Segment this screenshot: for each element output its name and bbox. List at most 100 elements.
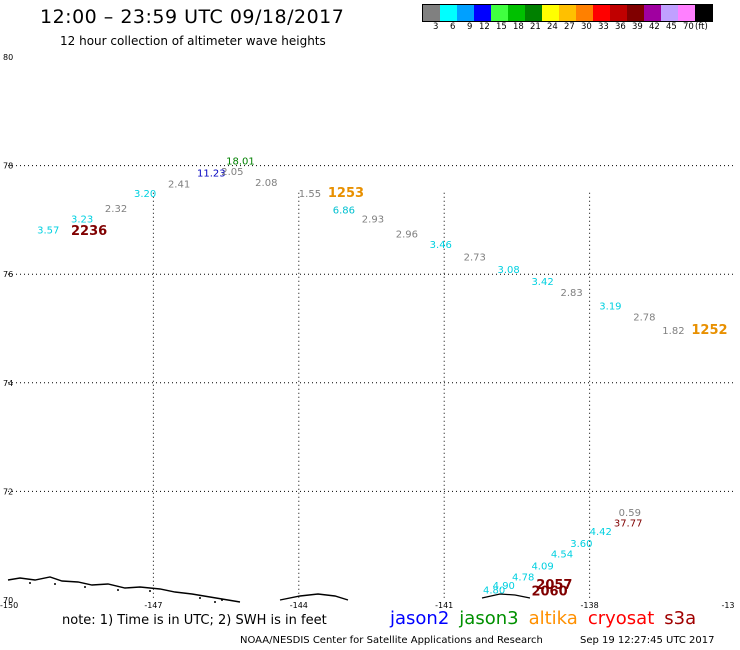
- wave-height-label: 2.73: [464, 253, 486, 264]
- wave-height-label: 3.19: [599, 301, 621, 312]
- wave-height-label: 11.23: [197, 168, 226, 179]
- wave-height-label: 3.42: [531, 277, 553, 288]
- legend-label: 21: [530, 22, 541, 32]
- satellite-jason3: jason3: [459, 608, 519, 629]
- island: [117, 589, 119, 591]
- track-time-label: 2057: [536, 578, 572, 593]
- wave-height-label: 4.42: [590, 527, 612, 538]
- wave-height-label: 6.86: [333, 205, 355, 216]
- wave-height-label: 1.82: [662, 326, 684, 337]
- legend-label: 12: [479, 22, 490, 32]
- legend-swatch: [491, 5, 508, 21]
- lon-tick-label: -141: [435, 601, 453, 610]
- legend-label: 33: [598, 22, 609, 32]
- legend-swatch: [661, 5, 678, 21]
- satellite-jason2: jason2: [390, 608, 450, 629]
- wave-height-label: 3.23: [71, 215, 93, 226]
- wave-height-label: 4.80: [483, 585, 505, 596]
- wave-height-label: 2.08: [255, 178, 277, 189]
- lat-tick-label: 78: [3, 162, 13, 171]
- wave-height-label: 4.09: [531, 562, 553, 573]
- track-time-label: 2236: [71, 224, 107, 239]
- footer-note: note: 1) Time is in UTC; 2) SWH is in fe…: [62, 613, 327, 628]
- legend-swatch: [440, 5, 457, 21]
- legend-label: 3: [433, 22, 439, 32]
- map-subtitle: 12 hour collection of altimeter wave hei…: [60, 34, 326, 48]
- legend-swatch: [593, 5, 610, 21]
- lon-tick-label: -147: [144, 601, 162, 610]
- legend-swatch: [542, 5, 559, 21]
- legend-label: 15: [496, 22, 507, 32]
- wave-height-label: 4.54: [551, 550, 573, 561]
- wave-height-label: 3.08: [498, 265, 520, 276]
- wave-height-label: 2.78: [633, 312, 655, 323]
- lat-tick-label: 74: [3, 379, 13, 388]
- wave-height-label: 3.46: [430, 240, 452, 251]
- lon-tick-label: -150: [0, 601, 18, 610]
- wave-height-label: 2.05: [221, 167, 243, 178]
- legend-swatch: [678, 5, 695, 21]
- satellite-cryosat: cryosat: [587, 608, 655, 629]
- coastline: [279, 593, 349, 601]
- color-legend: [422, 4, 713, 22]
- map-title: 12:00 – 23:59 UTC 09/18/2017: [40, 6, 345, 28]
- legend-label: 24: [547, 22, 558, 32]
- island: [221, 599, 223, 601]
- legend-label: 27: [564, 22, 575, 32]
- generation-timestamp: Sep 19 12:27:45 UTC 2017: [580, 635, 715, 646]
- lat-tick-label: 80: [3, 53, 13, 62]
- wave-height-label: 2.41: [168, 179, 190, 190]
- legend-label: 36: [615, 22, 626, 32]
- wave-height-label: 18.01: [226, 157, 255, 168]
- legend-label: 30: [581, 22, 592, 32]
- legend-swatch: [695, 5, 712, 21]
- legend-label: 42: [649, 22, 660, 32]
- wave-height-label: 2.83: [561, 288, 583, 299]
- island: [84, 586, 86, 588]
- legend-label: 39: [632, 22, 643, 32]
- wave-height-label: 2.32: [105, 204, 127, 215]
- legend-swatch: [423, 5, 440, 21]
- lon-tick-label: -13: [721, 601, 734, 610]
- lat-tick-label: 70: [3, 596, 13, 605]
- legend-label: 70: [683, 22, 694, 32]
- legend-swatch: [610, 5, 627, 21]
- satellite-altika: altika: [528, 608, 578, 629]
- lat-tick-label: 76: [3, 270, 13, 279]
- legend-label: 45: [666, 22, 677, 32]
- legend-swatch: [559, 5, 576, 21]
- legend-swatch: [627, 5, 644, 21]
- wave-height-label: 3.57: [37, 225, 59, 236]
- track-time-label: 2060: [531, 585, 567, 600]
- island: [54, 583, 56, 585]
- legend-label: 6: [450, 22, 456, 32]
- island: [214, 601, 216, 603]
- island: [29, 582, 31, 584]
- lon-tick-label: -144: [290, 601, 308, 610]
- legend-swatch: [474, 5, 491, 21]
- credit-line: NOAA/NESDIS Center for Satellite Applica…: [240, 635, 543, 646]
- legend-swatch: [457, 5, 474, 21]
- wave-height-label: 2.96: [396, 229, 418, 240]
- legend-swatch: [644, 5, 661, 21]
- coastline: [481, 593, 531, 599]
- lat-tick-label: 72: [3, 487, 13, 496]
- legend-label: 9: [467, 22, 473, 32]
- satellite-s3a: s3a: [664, 608, 697, 629]
- wave-height-label: 3.20: [134, 189, 156, 200]
- island: [199, 597, 201, 599]
- wave-height-label: 0.59: [619, 508, 641, 519]
- track-time-label: 1252: [691, 323, 727, 338]
- track-time-label: 1253: [328, 186, 364, 201]
- coastline: [7, 576, 241, 603]
- legend-swatch: [576, 5, 593, 21]
- lon-tick-label: -138: [581, 601, 599, 610]
- legend-swatch: [508, 5, 525, 21]
- satellite-legend: jason2 jason3 altika cryosat s3a: [390, 608, 706, 629]
- wave-height-label: 4.78: [512, 572, 534, 583]
- wave-height-label: 4.90: [493, 581, 515, 592]
- wave-height-label: 37.77: [614, 519, 643, 530]
- legend-label: 18: [513, 22, 524, 32]
- wave-height-label: 2.93: [362, 215, 384, 226]
